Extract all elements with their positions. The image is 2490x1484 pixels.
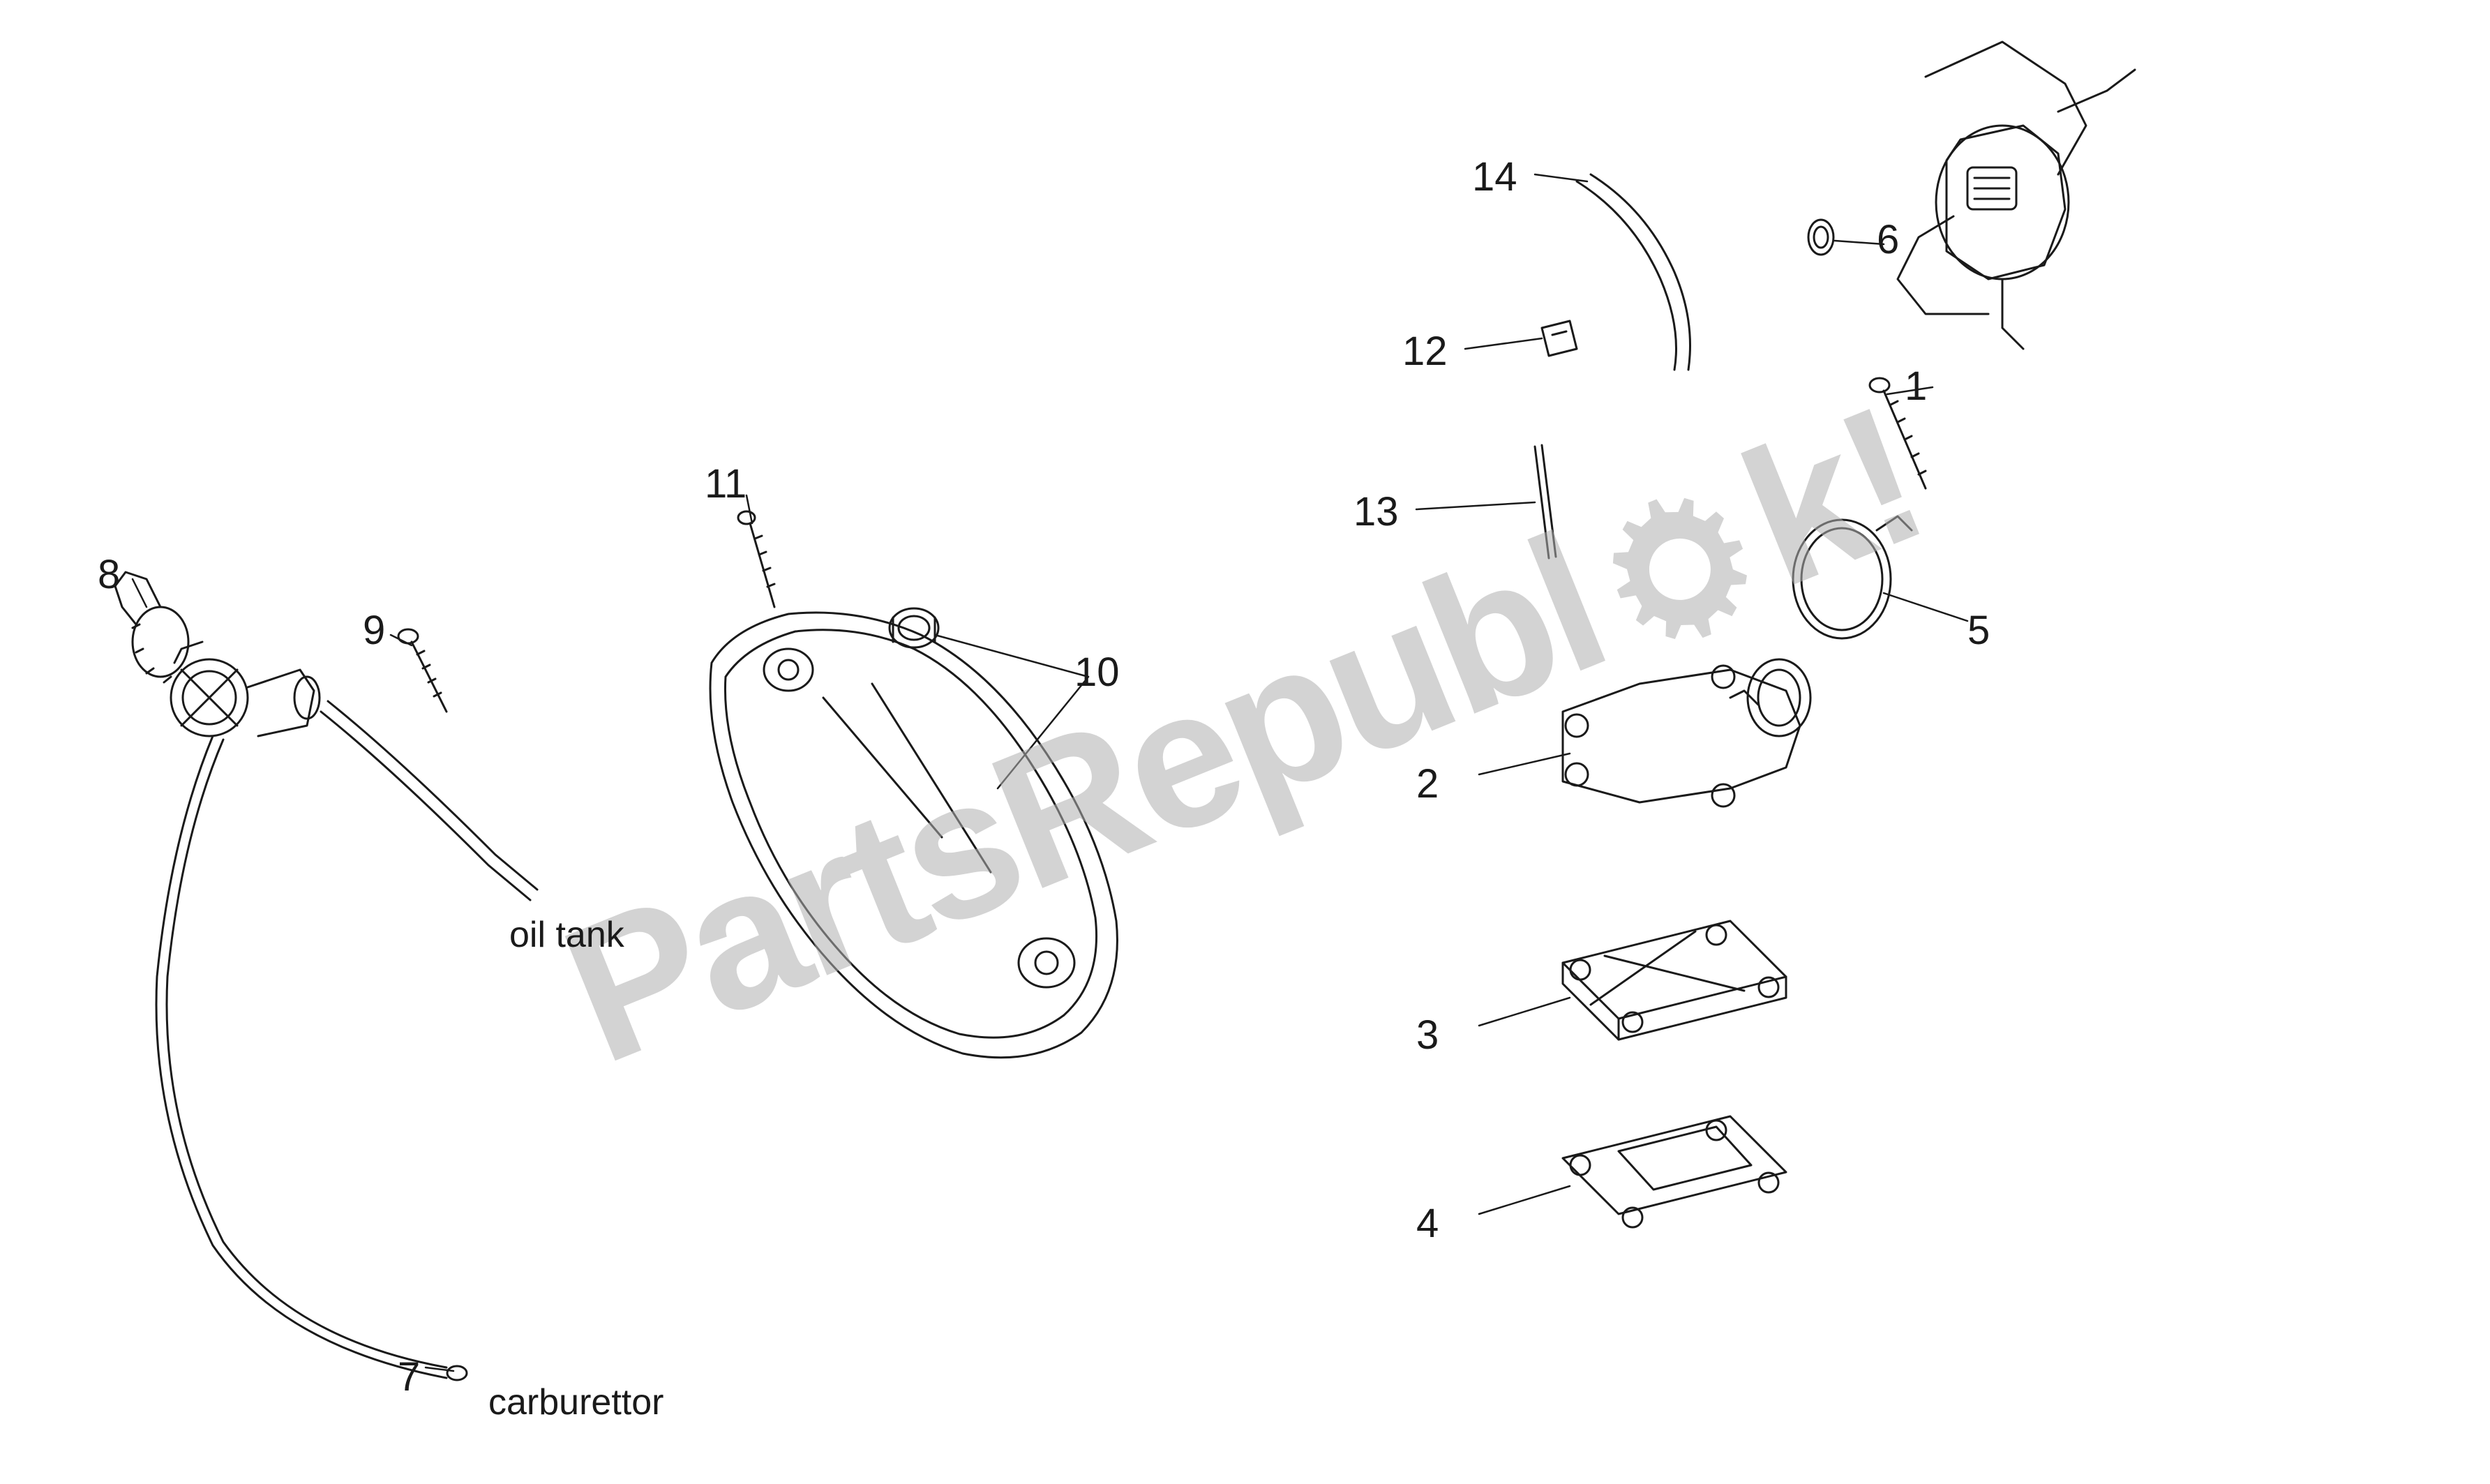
cover-plate-10 xyxy=(710,613,1117,1058)
diagram-svg xyxy=(0,0,2490,1484)
carburettor-hose-7 xyxy=(156,736,467,1380)
pin-13 xyxy=(1535,445,1556,558)
callout-13: 13 xyxy=(1353,488,1399,535)
parts-diagram-container: PartsRepublk! 1 2 3 4 5 6 7 8 9 10 11 12… xyxy=(0,0,2490,1484)
gasket-4 xyxy=(1563,1116,1786,1227)
callout-2: 2 xyxy=(1416,760,1439,807)
reed-valve-3 xyxy=(1563,921,1786,1040)
intake-manifold-2 xyxy=(1563,659,1810,807)
carburettor-part xyxy=(1898,42,2135,349)
clamp-5 xyxy=(1793,516,1912,638)
hose-14 xyxy=(1577,174,1690,370)
oil-tank-hose xyxy=(321,701,537,900)
callout-12: 12 xyxy=(1402,328,1448,375)
oil-pump-8 xyxy=(115,572,320,736)
callout-5: 5 xyxy=(1967,607,1990,654)
callout-14: 14 xyxy=(1472,153,1517,200)
leader-lines xyxy=(133,174,1967,1371)
screw-11 xyxy=(738,511,774,607)
callout-6: 6 xyxy=(1877,216,1899,263)
callout-4: 4 xyxy=(1416,1200,1439,1247)
label-oil-tank: oil tank xyxy=(509,914,624,956)
callout-10: 10 xyxy=(1074,649,1120,696)
callout-7: 7 xyxy=(398,1354,420,1400)
nut-6 xyxy=(1808,220,1833,255)
callout-3: 3 xyxy=(1416,1012,1439,1058)
callout-11: 11 xyxy=(705,460,747,507)
callout-8: 8 xyxy=(98,551,120,598)
label-carburettor: carburettor xyxy=(488,1381,663,1423)
callout-1: 1 xyxy=(1905,363,1927,410)
bushing-10 xyxy=(890,608,938,647)
callout-9: 9 xyxy=(363,607,385,654)
fitting-12 xyxy=(1542,321,1577,356)
